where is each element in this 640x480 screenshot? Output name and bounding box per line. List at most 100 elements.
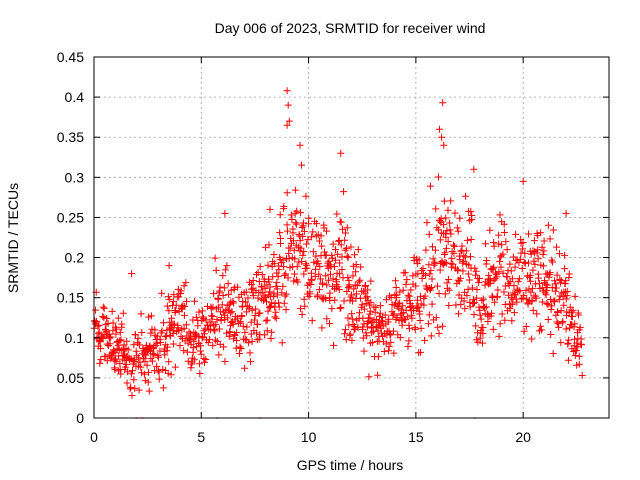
data-point	[344, 274, 352, 282]
data-point	[376, 309, 384, 317]
data-point	[341, 236, 349, 244]
data-point	[532, 294, 540, 302]
data-point	[466, 253, 474, 261]
data-point	[547, 296, 555, 304]
data-point	[276, 229, 284, 237]
data-point	[423, 219, 431, 227]
data-point	[537, 229, 545, 237]
data-point	[298, 257, 306, 265]
data-point	[169, 329, 177, 337]
data-point	[282, 290, 290, 298]
data-point	[262, 317, 270, 325]
data-point	[459, 267, 467, 275]
data-point	[415, 256, 423, 264]
data-point	[522, 322, 530, 330]
data-point	[417, 324, 425, 332]
data-point	[508, 317, 516, 325]
data-point	[292, 220, 300, 228]
data-point	[165, 295, 173, 303]
data-point	[490, 276, 498, 284]
data-point	[182, 321, 190, 329]
data-point	[521, 249, 529, 257]
data-point	[322, 295, 330, 303]
data-point	[489, 325, 497, 333]
data-point	[453, 224, 461, 232]
data-point	[355, 309, 363, 317]
data-point	[322, 272, 330, 280]
data-point	[555, 323, 563, 331]
data-point	[136, 341, 144, 349]
data-point	[179, 302, 187, 310]
data-point	[236, 319, 244, 327]
data-point	[153, 340, 161, 348]
data-point	[511, 263, 519, 271]
data-point	[99, 303, 107, 311]
data-point	[208, 318, 216, 326]
data-point	[142, 351, 150, 359]
data-point	[314, 231, 322, 239]
data-point	[543, 281, 551, 289]
data-point	[575, 311, 583, 319]
data-point	[128, 367, 136, 375]
data-point	[165, 358, 173, 366]
data-point	[119, 345, 127, 353]
data-point	[266, 288, 274, 296]
data-point	[422, 271, 430, 279]
data-point	[247, 330, 255, 338]
data-point	[476, 334, 484, 342]
data-point	[497, 252, 505, 260]
data-point	[315, 237, 323, 245]
y-tick-label: 0	[76, 410, 84, 426]
data-point	[308, 233, 316, 241]
data-point	[100, 304, 108, 312]
data-point	[492, 269, 500, 277]
data-point	[426, 285, 434, 293]
data-point	[399, 302, 407, 310]
data-point	[308, 317, 316, 325]
data-point	[441, 290, 449, 298]
data-point	[140, 370, 148, 378]
x-axis-label: GPS time / hours	[297, 457, 404, 473]
data-point	[543, 300, 551, 308]
data-point	[180, 311, 188, 319]
data-point	[380, 348, 388, 356]
data-point	[326, 289, 334, 297]
data-point	[396, 334, 404, 342]
y-axis-label: SRMTID / TECUs	[5, 183, 21, 293]
data-point	[158, 289, 166, 297]
data-point	[553, 318, 561, 326]
data-point	[340, 297, 348, 305]
data-point	[503, 246, 511, 254]
data-point	[95, 328, 103, 336]
data-point	[559, 317, 567, 325]
data-point	[335, 286, 343, 294]
data-point-peak	[438, 133, 446, 141]
data-point	[299, 232, 307, 240]
data-point	[291, 186, 299, 194]
data-point	[565, 270, 573, 278]
data-point	[507, 267, 515, 275]
data-point	[424, 320, 432, 328]
data-point	[124, 368, 132, 376]
data-point	[192, 313, 200, 321]
data-point	[428, 300, 436, 308]
data-point	[473, 294, 481, 302]
data-point	[569, 313, 577, 321]
data-point	[525, 259, 533, 267]
data-point	[298, 311, 306, 319]
data-point	[199, 313, 207, 321]
data-point	[561, 251, 569, 259]
data-point	[290, 237, 298, 245]
data-point	[562, 288, 570, 296]
data-point	[270, 289, 278, 297]
data-point	[495, 240, 503, 248]
data-point	[486, 226, 494, 234]
data-point	[462, 192, 470, 200]
data-point	[455, 310, 463, 318]
data-point	[390, 327, 398, 335]
data-point	[283, 221, 291, 229]
data-point	[551, 280, 559, 288]
data-point	[282, 306, 290, 314]
data-point	[488, 292, 496, 300]
data-point	[343, 252, 351, 260]
